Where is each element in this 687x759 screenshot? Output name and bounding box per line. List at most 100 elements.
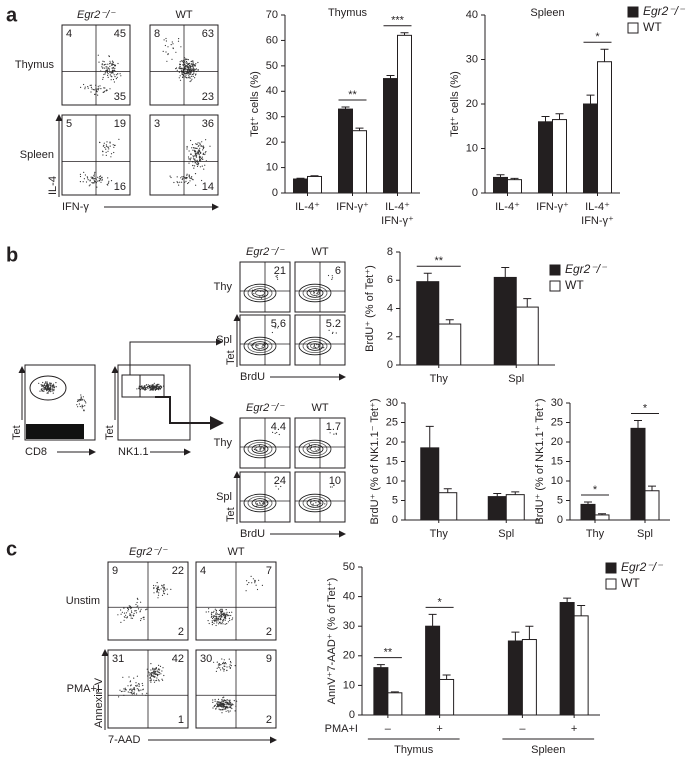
gate-arrow [129,338,223,375]
event-dot [154,668,156,670]
x-axis-label: 7-AAD [108,734,140,746]
event-dot [213,619,215,621]
event-dot [335,433,337,435]
event-dot [125,612,128,614]
event-dot [184,73,187,75]
event-dot [185,76,187,78]
quadrant-value: 9 [112,565,118,577]
event-dot [185,74,187,76]
event-dot [113,74,115,76]
event-dot [157,586,160,589]
event-dot [218,609,221,612]
event-dot [313,346,315,348]
event-dot [83,171,85,173]
event-dot [119,73,121,75]
bar [425,625,441,716]
event-dot [87,179,89,181]
event-dot [189,62,191,64]
event-dot [156,677,158,679]
column-label: WT [175,9,192,21]
event-dot [164,589,166,591]
event-dot [331,277,334,279]
event-dot [185,66,187,68]
event-dot [119,689,121,691]
event-dot [159,385,161,387]
event-dot [254,582,256,584]
error-bar [501,267,510,278]
event-dot [222,612,224,614]
event-dot [189,177,191,179]
significance-label: * [595,31,600,43]
event-dot [222,614,225,616]
x-tick-label: IL-4⁺ IFN-γ⁺ [581,201,614,227]
quadrant-value: 21 [274,265,286,277]
y-tick-label: 30 [551,397,563,409]
contour [247,338,273,353]
event-dot [160,386,162,388]
event-dot [151,384,153,386]
event-dot [308,444,310,446]
event-dot [214,705,216,707]
event-dot [166,588,168,590]
event-dot [100,88,102,90]
error-bar [563,597,572,603]
event-dot [158,664,160,667]
y-axis-label: Tet [11,425,23,440]
event-dot [78,400,80,402]
event-dot [145,387,147,389]
event-dot [128,676,130,678]
event-dot [193,167,195,169]
event-dot [182,59,184,62]
event-dot [276,431,278,434]
event-dot [114,67,116,69]
event-dot [157,588,159,591]
event-dot [335,332,337,334]
event-dot [262,347,264,349]
event-dot [201,158,203,160]
row-label: Thymus [15,59,55,71]
event-dot [109,141,111,143]
event-dot [114,65,116,67]
event-dot [148,672,150,674]
y-tick-label: 30 [266,111,278,123]
event-dot [98,177,100,179]
event-dot [150,672,152,674]
event-dot [173,181,175,184]
event-dot [150,678,152,680]
event-dot [100,181,102,183]
event-dot [208,622,210,625]
bar [307,175,322,194]
event-dot [327,274,330,277]
event-dot [218,621,220,624]
event-dot [224,615,227,617]
event-dot [128,605,130,607]
event-dot [44,382,46,384]
event-dot [85,181,88,183]
event-dot [261,584,263,587]
event-dot [280,485,282,488]
event-dot [196,151,198,153]
event-dot [150,385,153,387]
event-dot [111,67,113,69]
event-dot [187,68,189,70]
event-dot [86,176,88,178]
event-dot [259,449,261,451]
event-dot [312,506,314,508]
contour [298,283,332,303]
bar [594,514,610,521]
event-dot [216,661,218,663]
event-dot [190,69,193,72]
event-dot [42,385,44,387]
event-dot [190,157,192,159]
event-dot [98,87,100,89]
y-tick-label: 60 [266,34,278,46]
event-dot [198,159,201,162]
event-dot [216,667,218,669]
event-dot [228,706,230,708]
event-dot [259,295,261,297]
event-dot [112,63,114,65]
event-dot [92,178,94,180]
event-dot [192,147,194,149]
event-dot [217,705,219,707]
error-bar [525,625,534,640]
